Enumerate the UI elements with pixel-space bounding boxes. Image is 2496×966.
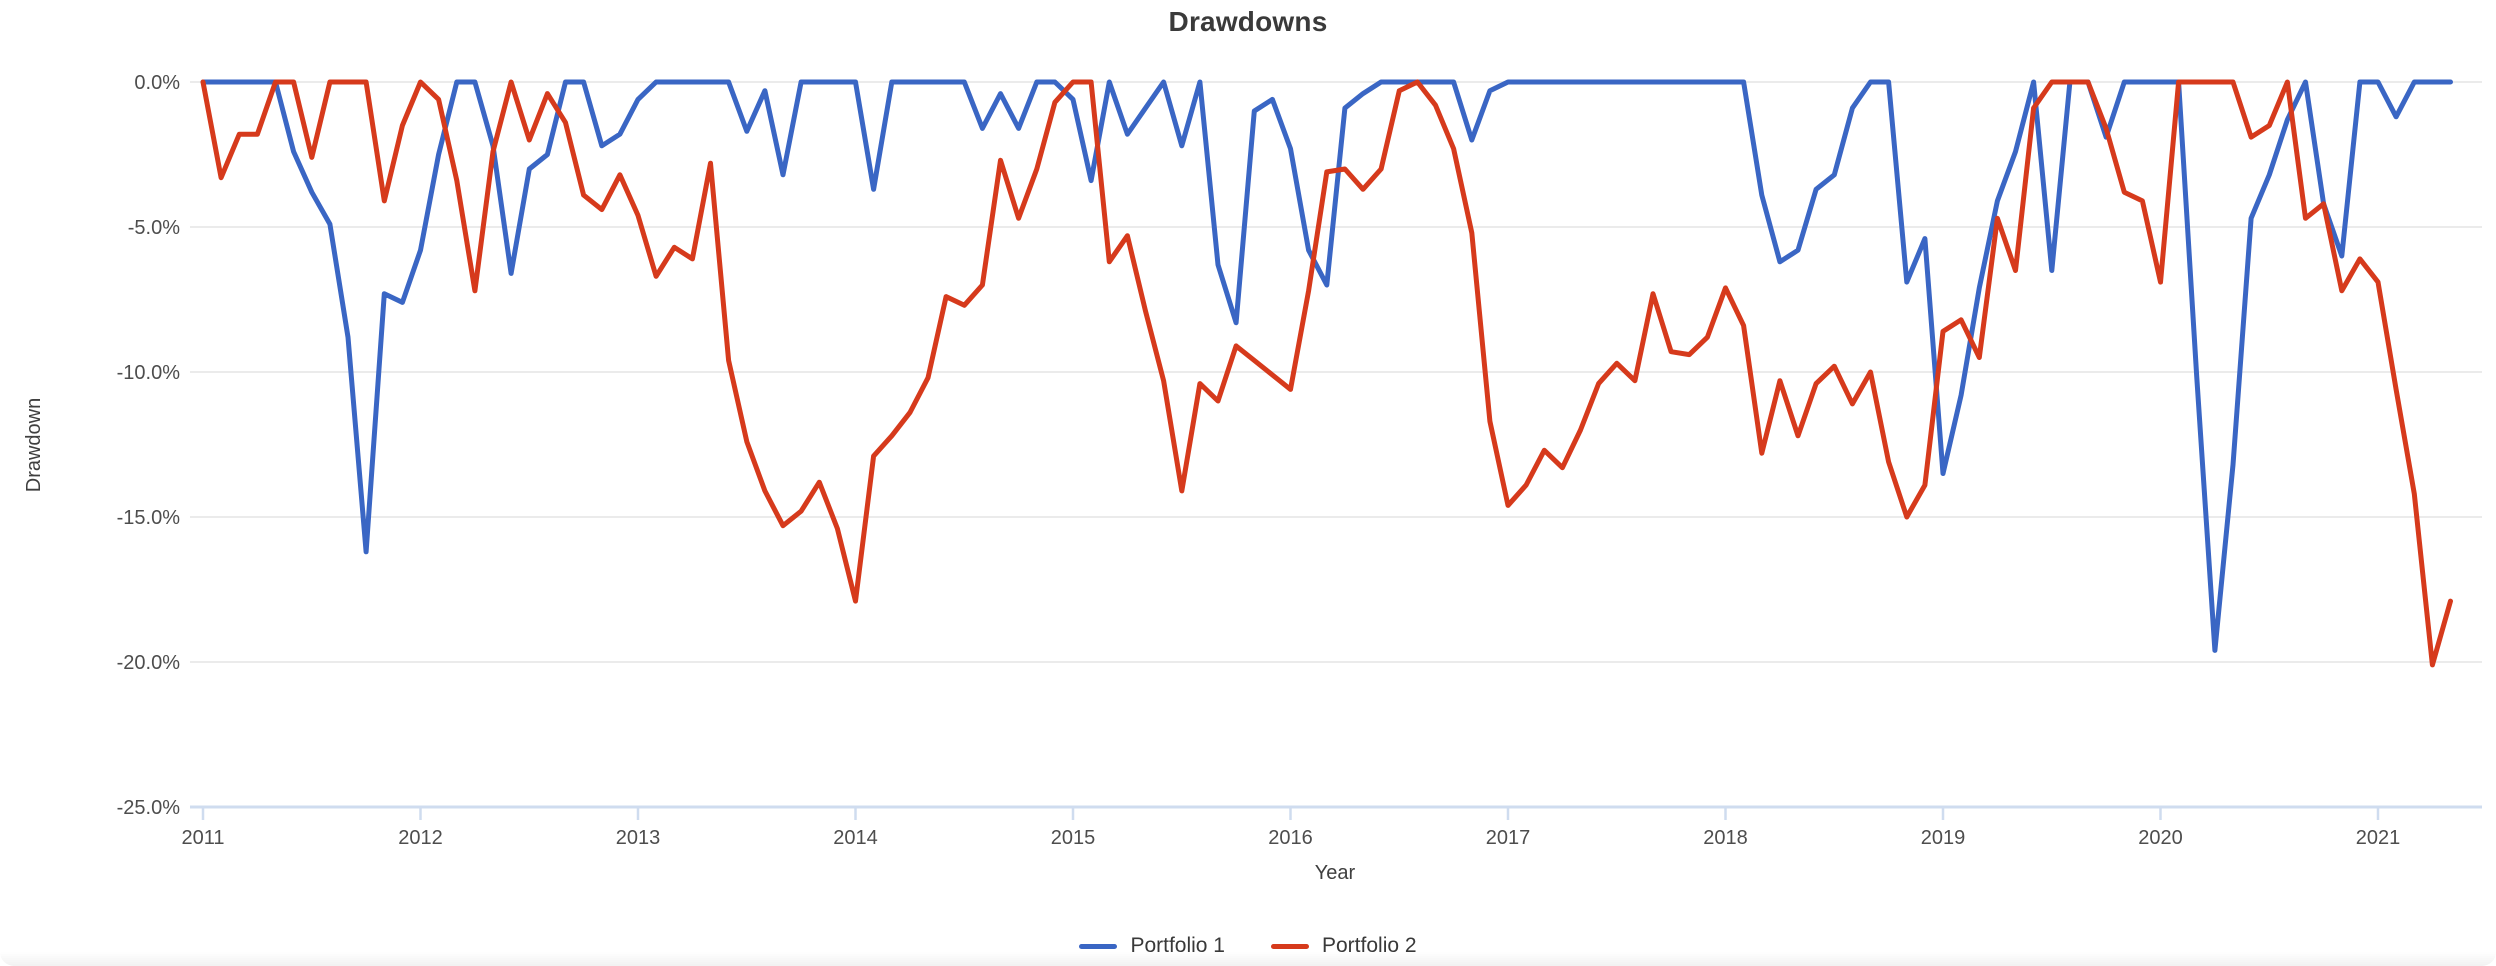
chart-line-portfolio-2 (200, 79, 2453, 668)
x-tick-label-2011: 2011 (181, 827, 224, 849)
y-tick-label-0.0%: 0.0% (134, 72, 180, 94)
legend-swatch (1079, 943, 1118, 949)
x-axis-tick-labels: 2011 2012 2013 2014 2015 2016 2017 2018 2019 2020… (181, 827, 2400, 849)
y-axis-tick-labels: 0.0% -5.0% -10.0% -15.0% -20.0% -25.0% (117, 72, 181, 819)
series-lines (200, 79, 2453, 668)
legend-item-portfolio-2: Portfolio 2 (1271, 934, 1417, 958)
x-tick-label-2021: 2021 (2356, 827, 2401, 849)
chart-line-portfolio-1 (200, 79, 2453, 653)
legend-label: Portfolio 1 (1130, 934, 1225, 957)
y-tick-label--20.0%: -20.0% (117, 652, 181, 674)
legend-item-portfolio-1: Portfolio 1 (1079, 934, 1225, 958)
chart-title: Drawdowns (1168, 6, 1328, 37)
x-tick-label-2014: 2014 (833, 827, 878, 849)
axes (190, 805, 2482, 820)
y-axis-title: Drawdown (23, 398, 45, 492)
y-tick-label--15.0%: -15.0% (117, 507, 181, 529)
x-tick-label-2020: 2020 (2138, 827, 2183, 849)
x-tick-label-2013: 2013 (616, 827, 661, 849)
x-tick-label-2017: 2017 (1486, 827, 1531, 849)
y-tick-label--10.0%: -10.0% (117, 362, 181, 384)
chart-legend: Portfolio 1 Portfolio 2 (0, 934, 2496, 958)
legend-swatch (1271, 943, 1309, 949)
x-tick-label-2019: 2019 (1921, 827, 1966, 849)
x-axis-title: Year (1315, 862, 1356, 884)
x-tick-label-2016: 2016 (1268, 827, 1313, 849)
legend-label: Portfolio 2 (1322, 934, 1417, 957)
y-tick-label--5.0%: -5.0% (128, 217, 180, 239)
x-tick-label-2015: 2015 (1051, 827, 1096, 849)
x-tick-label-2012: 2012 (398, 827, 443, 849)
y-tick-label--25.0%: -25.0% (117, 797, 181, 819)
x-tick-label-2018: 2018 (1703, 827, 1748, 849)
